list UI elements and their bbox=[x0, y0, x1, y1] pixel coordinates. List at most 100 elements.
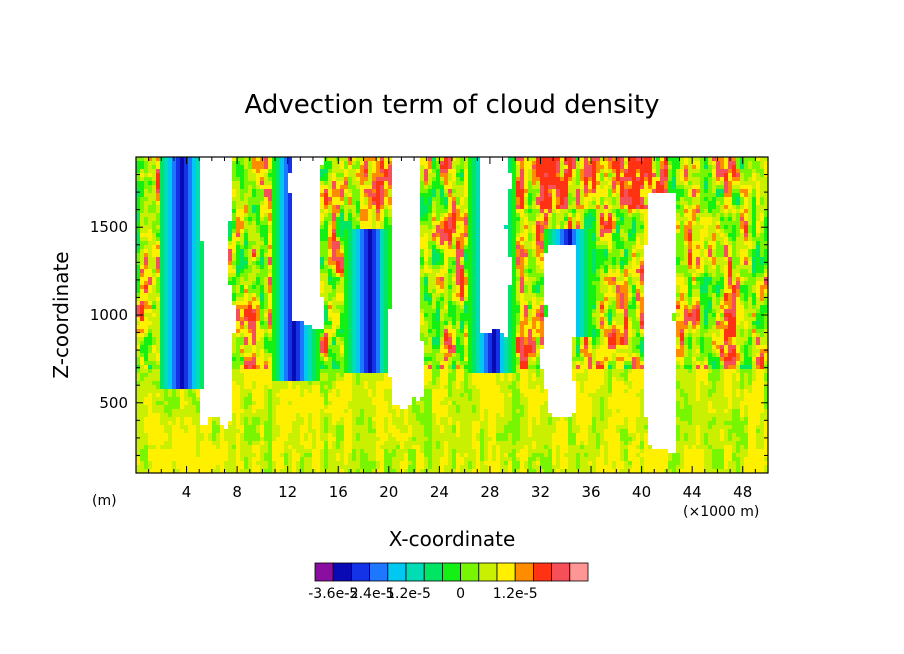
field-cell bbox=[276, 293, 281, 298]
field-cell bbox=[300, 253, 305, 258]
field-cell bbox=[276, 321, 281, 326]
field-cell bbox=[196, 225, 201, 230]
field-cell bbox=[140, 293, 145, 298]
field-cell bbox=[188, 369, 193, 374]
field-cell bbox=[300, 317, 305, 322]
field-cell bbox=[212, 249, 217, 254]
field-cell bbox=[320, 325, 325, 330]
field-cell bbox=[348, 321, 353, 326]
field-cell bbox=[228, 177, 233, 182]
field-cell bbox=[280, 329, 285, 334]
field-cell bbox=[136, 217, 141, 222]
field-cell bbox=[360, 293, 365, 298]
field-cell bbox=[216, 237, 221, 242]
field-cell bbox=[344, 277, 349, 282]
field-cell bbox=[356, 181, 361, 186]
field-cell bbox=[300, 449, 305, 454]
field-cell bbox=[344, 281, 349, 286]
field-cell bbox=[264, 377, 269, 382]
field-cell bbox=[196, 201, 201, 206]
field-cell bbox=[140, 349, 145, 354]
field-cell bbox=[336, 193, 341, 198]
field-cell bbox=[160, 369, 165, 374]
field-cell bbox=[364, 257, 369, 262]
field-cell bbox=[144, 289, 149, 294]
field-cell bbox=[168, 449, 173, 454]
field-cell bbox=[380, 197, 385, 202]
field-cell bbox=[152, 249, 157, 254]
field-cell bbox=[236, 321, 241, 326]
field-cell bbox=[360, 409, 365, 414]
field-cell bbox=[188, 413, 193, 418]
field-cell bbox=[388, 201, 393, 206]
field-cell bbox=[236, 293, 241, 298]
field-cell bbox=[340, 329, 345, 334]
field-cell bbox=[368, 425, 373, 430]
field-cell bbox=[168, 457, 173, 462]
field-cell bbox=[152, 361, 157, 366]
field-cell bbox=[252, 349, 257, 354]
field-cell bbox=[308, 177, 313, 182]
field-cell bbox=[180, 393, 185, 398]
field-cell bbox=[200, 353, 205, 358]
field-cell bbox=[216, 385, 221, 390]
field-cell bbox=[308, 269, 313, 274]
field-cell bbox=[280, 353, 285, 358]
field-cell bbox=[372, 453, 377, 458]
field-cell bbox=[276, 269, 281, 274]
field-cell bbox=[380, 209, 385, 214]
field-cell bbox=[168, 321, 173, 326]
field-cell bbox=[252, 225, 257, 230]
field-cell bbox=[332, 469, 337, 473]
field-cell bbox=[360, 465, 365, 470]
field-cell bbox=[360, 181, 365, 186]
field-cell bbox=[212, 241, 217, 246]
field-cell bbox=[332, 241, 337, 246]
field-cell bbox=[268, 297, 273, 302]
field-cell bbox=[168, 297, 173, 302]
field-cell bbox=[332, 193, 337, 198]
field-cell bbox=[352, 445, 357, 450]
field-cell bbox=[312, 457, 317, 462]
field-cell bbox=[368, 393, 373, 398]
field-cell bbox=[320, 393, 325, 398]
field-cell bbox=[328, 301, 333, 306]
field-cell bbox=[380, 289, 385, 294]
field-cell bbox=[328, 193, 333, 198]
field-cell bbox=[364, 401, 369, 406]
field-cell bbox=[376, 413, 381, 418]
field-cell bbox=[176, 413, 181, 418]
field-cell bbox=[224, 425, 229, 430]
field-cell bbox=[208, 269, 213, 274]
field-cell bbox=[220, 161, 225, 166]
field-cell bbox=[204, 285, 209, 290]
field-cell bbox=[204, 205, 209, 210]
field-cell bbox=[164, 325, 169, 330]
field-cell bbox=[252, 161, 257, 166]
field-cell bbox=[140, 245, 145, 250]
field-cell bbox=[236, 221, 241, 226]
field-cell bbox=[380, 305, 385, 310]
field-cell bbox=[376, 201, 381, 206]
field-cell bbox=[368, 461, 373, 466]
field-cell bbox=[176, 381, 181, 386]
field-cell bbox=[180, 381, 185, 386]
field-cell bbox=[264, 245, 269, 250]
field-cell bbox=[372, 405, 377, 410]
field-cell bbox=[172, 293, 177, 298]
field-cell bbox=[368, 449, 373, 454]
field-cell bbox=[348, 305, 353, 310]
field-cell bbox=[264, 193, 269, 198]
field-cell bbox=[196, 445, 201, 450]
field-cell bbox=[372, 261, 377, 266]
field-cell bbox=[232, 193, 237, 198]
field-cell bbox=[176, 225, 181, 230]
field-cell bbox=[136, 397, 141, 402]
field-cell bbox=[336, 237, 341, 242]
field-cell bbox=[328, 181, 333, 186]
field-cell bbox=[332, 429, 337, 434]
field-cell bbox=[240, 185, 245, 190]
field-cell bbox=[168, 333, 173, 338]
field-cell bbox=[212, 329, 217, 334]
field-cell bbox=[384, 469, 389, 473]
